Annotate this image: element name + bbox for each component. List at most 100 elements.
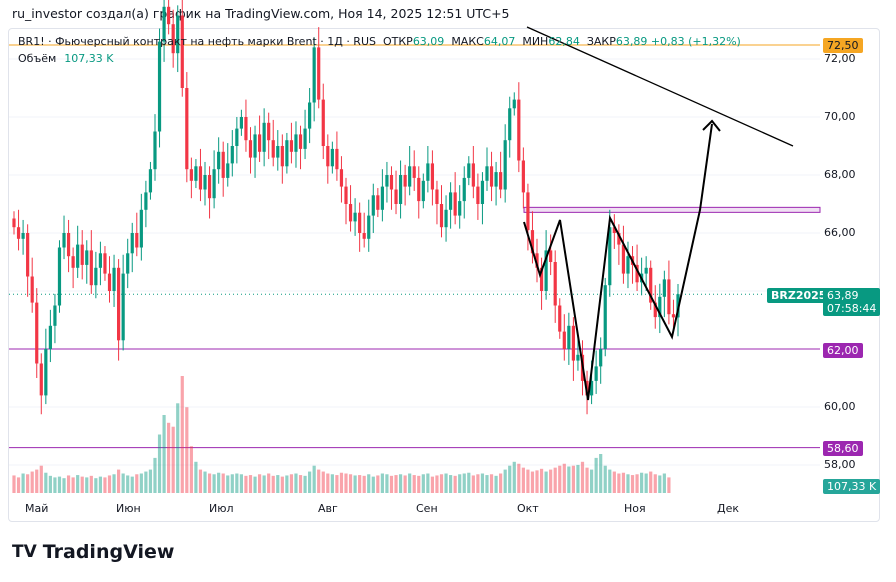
volume-bar bbox=[62, 478, 66, 493]
volume-bar bbox=[644, 473, 648, 493]
volume-bar bbox=[421, 474, 425, 493]
candle-body bbox=[326, 146, 330, 167]
candle-body bbox=[348, 204, 353, 222]
candle-body bbox=[153, 131, 157, 170]
volume-bar bbox=[371, 476, 375, 493]
volume-bar bbox=[226, 475, 230, 493]
volume-bar bbox=[98, 476, 103, 493]
candle-body bbox=[476, 186, 480, 204]
volume-bar bbox=[212, 474, 216, 493]
candle-body bbox=[189, 169, 193, 181]
volume-bar bbox=[558, 465, 562, 493]
candle-body bbox=[635, 264, 639, 283]
volume-bar bbox=[335, 475, 339, 493]
volume-bar bbox=[567, 466, 571, 493]
price-tick: 58,00 bbox=[824, 458, 856, 471]
candle-body bbox=[157, 41, 162, 132]
candle-body bbox=[535, 253, 539, 268]
volume-bar bbox=[139, 473, 143, 493]
candle-body bbox=[567, 325, 571, 349]
candle-body bbox=[517, 99, 521, 161]
volume-bar bbox=[544, 471, 548, 493]
level-tag-62: 62,00 bbox=[823, 343, 863, 358]
candle-body bbox=[71, 256, 75, 268]
volume-bar bbox=[94, 478, 98, 493]
volume-bar bbox=[244, 475, 248, 493]
volume-bar bbox=[126, 475, 130, 493]
volume-bar bbox=[235, 473, 239, 493]
candle-body bbox=[85, 250, 89, 265]
tradingview-logo[interactable]: 𝗧𝗩 TradingView bbox=[12, 541, 174, 563]
candle-body bbox=[117, 267, 121, 341]
volume-tag: 107,33 K bbox=[823, 479, 881, 494]
volume-bar bbox=[221, 473, 225, 493]
candle-body bbox=[198, 166, 203, 190]
volume-bar bbox=[476, 474, 480, 493]
candle-body bbox=[271, 140, 275, 158]
volume-bar bbox=[403, 475, 407, 493]
volume-bar bbox=[21, 473, 25, 493]
candle-body bbox=[621, 244, 626, 274]
logo-text: TradingView bbox=[42, 541, 175, 563]
candle-body bbox=[539, 267, 544, 291]
volume-bar bbox=[480, 473, 485, 493]
candle-body bbox=[439, 204, 444, 228]
candle-body bbox=[308, 102, 312, 129]
chart-area[interactable] bbox=[8, 28, 880, 522]
candle-body bbox=[180, 15, 184, 88]
volume-bar bbox=[449, 475, 453, 493]
volume-bar bbox=[189, 446, 193, 493]
volume-bar bbox=[439, 474, 444, 493]
candle-body bbox=[21, 233, 25, 239]
volume-bar bbox=[89, 475, 93, 493]
candle-body bbox=[107, 273, 112, 291]
volume-bar bbox=[289, 474, 294, 493]
volume-bar bbox=[16, 477, 21, 493]
volume-bar bbox=[326, 473, 330, 493]
candle-body bbox=[412, 166, 416, 178]
candle-body bbox=[39, 363, 43, 396]
candle-body bbox=[394, 189, 398, 204]
candle-body bbox=[239, 117, 243, 129]
candle-body bbox=[253, 134, 257, 158]
candle-body bbox=[471, 163, 475, 187]
volume-bar bbox=[589, 469, 594, 493]
volume-bar bbox=[26, 474, 30, 493]
volume-bar bbox=[435, 475, 439, 493]
volume-bar bbox=[553, 467, 557, 493]
arrow-head-icon bbox=[702, 119, 721, 132]
volume-bar bbox=[389, 475, 394, 493]
volume-bar bbox=[512, 461, 516, 493]
volume-bar bbox=[576, 464, 580, 493]
volume-bar bbox=[453, 475, 457, 493]
change-value: +0,83 (+1,32%) bbox=[650, 35, 741, 48]
candle-body bbox=[262, 122, 266, 152]
volume-bar bbox=[298, 475, 303, 493]
volume-bar bbox=[303, 475, 307, 493]
volume-bar bbox=[467, 472, 471, 493]
candle-body bbox=[194, 166, 198, 181]
volume-bar bbox=[635, 474, 639, 493]
candle-body bbox=[430, 163, 435, 190]
volume-bar bbox=[499, 473, 503, 493]
volume-bar bbox=[539, 468, 544, 493]
candle-body bbox=[16, 227, 21, 239]
volume-bar bbox=[321, 471, 325, 493]
volume-bar bbox=[253, 476, 257, 493]
volume-bar bbox=[207, 473, 212, 493]
candle-body bbox=[658, 296, 662, 318]
candle-body bbox=[489, 166, 494, 187]
volume-bar bbox=[526, 469, 530, 493]
candle-body bbox=[248, 140, 253, 158]
low-label: МИН bbox=[522, 35, 549, 48]
candle-body bbox=[344, 186, 348, 204]
candle-body bbox=[594, 366, 598, 381]
volume-bar bbox=[612, 471, 616, 493]
candle-body bbox=[103, 253, 107, 274]
level-tag-58-6: 58,60 bbox=[823, 441, 863, 456]
volume-bar bbox=[180, 376, 184, 493]
candle-body bbox=[126, 253, 130, 274]
volume-bar bbox=[580, 461, 585, 493]
candle-body bbox=[66, 233, 71, 257]
